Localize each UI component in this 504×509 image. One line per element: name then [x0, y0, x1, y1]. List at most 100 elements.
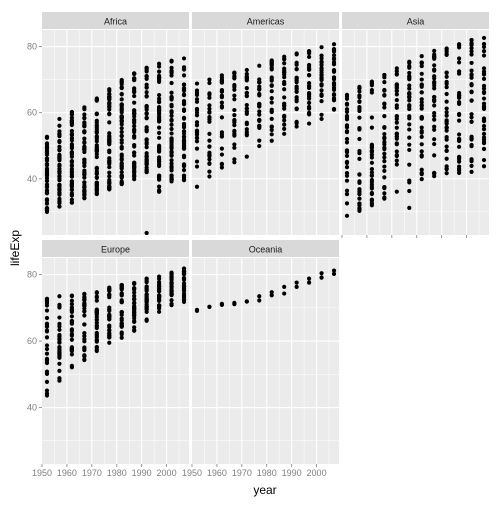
data-point	[232, 87, 237, 92]
data-point	[331, 81, 337, 86]
data-point	[457, 118, 462, 123]
data-point	[469, 119, 474, 124]
data-point	[82, 336, 87, 342]
data-point	[419, 63, 424, 69]
data-point	[107, 295, 112, 300]
data-point	[344, 213, 350, 218]
data-point	[319, 88, 324, 93]
y-axis-title: lifeExp	[8, 230, 22, 266]
data-point	[419, 142, 424, 147]
data-point	[407, 122, 412, 127]
data-point	[257, 80, 262, 85]
data-point	[481, 157, 487, 163]
data-point	[94, 333, 99, 339]
data-point	[394, 71, 399, 77]
data-point	[469, 68, 474, 73]
data-point	[232, 123, 237, 128]
axes: 40 60 80 40 60 80 1950 1960 1970 1980 1990 2000 1950…	[27, 42, 467, 478]
data-point	[119, 181, 124, 186]
data-point	[157, 110, 162, 115]
data-point	[169, 131, 174, 136]
data-point	[481, 35, 487, 41]
data-point	[194, 81, 200, 86]
data-point	[44, 391, 50, 396]
data-point	[44, 163, 50, 168]
data-point	[294, 106, 299, 111]
data-point	[207, 77, 212, 82]
data-point	[244, 67, 249, 73]
data-point	[57, 164, 62, 169]
facet-panel-americas: Americas	[192, 12, 339, 235]
data-point	[169, 301, 174, 306]
data-point	[82, 115, 87, 120]
data-point	[469, 41, 474, 46]
data-point	[444, 81, 449, 86]
data-point	[419, 100, 424, 105]
data-point	[219, 132, 224, 137]
data-point	[369, 143, 374, 148]
data-point	[469, 49, 474, 54]
data-point	[432, 103, 437, 108]
data-point	[132, 296, 137, 302]
data-point	[382, 164, 387, 169]
data-point	[232, 157, 237, 162]
data-point	[369, 177, 374, 183]
data-point	[457, 90, 462, 96]
data-point	[107, 170, 112, 175]
data-point	[144, 103, 149, 109]
data-point	[357, 93, 362, 98]
data-point	[282, 291, 287, 296]
data-point	[194, 139, 200, 144]
data-point	[132, 293, 137, 299]
data-point	[181, 284, 187, 289]
data-point	[457, 164, 462, 169]
data-point	[144, 125, 149, 130]
data-point	[432, 170, 437, 175]
data-point	[57, 156, 62, 161]
data-point	[107, 161, 112, 166]
data-point	[94, 129, 99, 134]
facet-strip-label: Europe	[101, 245, 130, 255]
data-point	[181, 92, 187, 97]
data-point	[107, 112, 112, 117]
data-point	[119, 109, 124, 115]
data-point	[44, 197, 50, 203]
data-point	[394, 189, 399, 194]
data-point	[44, 156, 50, 161]
data-point	[169, 281, 174, 286]
data-point	[57, 147, 62, 152]
data-point	[69, 314, 74, 319]
data-point	[331, 268, 337, 273]
data-point	[181, 102, 187, 107]
data-point	[257, 138, 262, 143]
data-point	[219, 161, 224, 166]
data-point	[82, 309, 87, 314]
facet-strip-label: Africa	[104, 17, 127, 27]
data-point	[44, 135, 50, 140]
data-point	[394, 149, 399, 154]
x-tick-label: 1970	[82, 468, 102, 478]
data-point	[144, 141, 149, 147]
data-point	[432, 153, 437, 158]
data-point	[132, 86, 137, 91]
data-point	[94, 152, 99, 157]
data-point	[157, 298, 162, 304]
data-point	[107, 165, 112, 170]
data-point	[194, 107, 200, 113]
data-point	[44, 152, 50, 157]
data-point	[444, 171, 449, 176]
data-point	[232, 76, 237, 81]
data-point	[57, 169, 62, 174]
data-point	[82, 124, 87, 129]
data-point	[157, 100, 162, 105]
data-point	[57, 176, 62, 181]
x-tick-label: 1970	[232, 468, 252, 478]
data-point	[331, 75, 337, 80]
data-point	[57, 129, 62, 134]
data-point	[144, 307, 149, 312]
data-point	[157, 289, 162, 294]
data-point	[57, 204, 62, 209]
data-point	[232, 118, 237, 123]
data-point	[119, 102, 124, 107]
facet-strip	[192, 240, 339, 257]
